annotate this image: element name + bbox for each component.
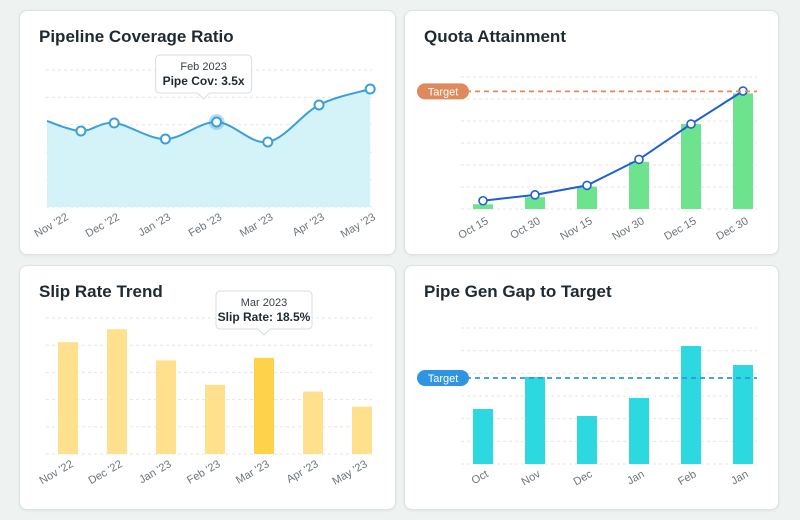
pipe-gen-gap-card: Target Oct Nov Dec Jan Feb Jan Pipe Gen Gap to…: [404, 265, 779, 510]
x-tick-label: Dec 15: [662, 215, 698, 243]
bar: [681, 346, 701, 464]
x-tick-label: Nov '22: [37, 458, 75, 487]
x-tick-label: May '23: [339, 211, 378, 240]
x-tick-label: May '23: [330, 458, 369, 487]
series-line: [482, 90, 744, 202]
pipe-gen-gap-chart: Target Oct Nov Dec Jan Feb Jan: [417, 327, 757, 488]
bar: [525, 377, 545, 464]
x-tick-label: Jan: [625, 468, 646, 487]
x-tick-label: Apr '23: [285, 458, 321, 486]
x-tick-label: Mar '23: [234, 458, 271, 487]
bar: [156, 360, 176, 454]
x-tick-label: Oct 30: [508, 215, 542, 242]
chart-title: Pipe Gen Gap to Target: [424, 282, 612, 301]
bar: [473, 204, 493, 209]
data-point: [686, 119, 696, 129]
pipeline-coverage-card: Nov '22 Dec '22 Jan '23 Feb '23 Mar '23 Apr '…: [19, 10, 396, 255]
bar: [681, 124, 701, 209]
bar: [733, 365, 753, 464]
bar: [205, 384, 225, 454]
target-badge: [417, 83, 469, 100]
bar: [577, 186, 597, 209]
chart-title: Slip Rate Trend: [39, 282, 163, 301]
data-point: [262, 136, 274, 148]
x-tick-label: Feb '23: [187, 211, 224, 240]
tooltip-value: Pipe Cov: 3.5x: [163, 74, 245, 88]
x-tick-label: Feb '23: [185, 458, 222, 487]
x-tick-label: Dec '22: [86, 458, 124, 487]
target-badge: [417, 370, 469, 386]
chart-title: Quota Attainment: [424, 27, 566, 46]
pipeline-coverage-chart: Nov '22 Dec '22 Jan '23 Feb '23 Mar '23 Apr '…: [32, 54, 378, 241]
tooltip-value: Slip Rate: 18.5%: [218, 310, 311, 324]
data-point: [582, 180, 592, 191]
bar: [254, 357, 274, 454]
x-tick-label: Oct: [470, 468, 491, 487]
data-point: [313, 99, 325, 111]
x-tick-label: Nov '22: [32, 211, 70, 240]
data-point: [364, 83, 376, 95]
x-tick-label: Dec: [572, 468, 595, 488]
data-point: [108, 117, 120, 129]
bar: [629, 161, 649, 209]
quota-attainment-chart: Target Oct 15 Oct 30 Nov 15 Nov 30 Dec 15 Dec …: [417, 76, 757, 243]
x-tick-label: Jan '23: [136, 211, 172, 239]
bar: [107, 329, 127, 454]
x-tick-label: Nov: [520, 468, 543, 488]
bar: [629, 398, 649, 464]
data-point: [478, 195, 488, 206]
bar: [525, 197, 545, 209]
x-tick-label: Jan '23: [137, 458, 173, 486]
x-tick-label: Jan: [729, 468, 750, 487]
x-tick-label: Nov 15: [558, 215, 594, 243]
bar: [733, 93, 753, 209]
data-point: [159, 133, 171, 145]
target-label: Target: [428, 86, 459, 98]
slip-rate-chart: Nov '22 Dec '22 Jan '23 Feb '23 Mar '23 Apr '…: [37, 290, 372, 488]
data-point: [211, 116, 223, 128]
data-point: [634, 154, 644, 165]
x-tick-label: Apr '23: [291, 211, 327, 239]
x-tick-label: Oct 15: [456, 215, 490, 242]
bar: [473, 409, 493, 464]
x-tick-label: Nov 30: [610, 215, 646, 243]
chart-title: Pipeline Coverage Ratio: [39, 27, 234, 46]
x-tick-label: Dec '22: [84, 211, 122, 240]
x-tick-label: Feb: [676, 468, 698, 488]
area-fill: [47, 89, 371, 207]
bar: [58, 342, 78, 454]
data-point: [530, 190, 540, 200]
target-label: Target: [428, 373, 459, 385]
bar: [303, 391, 323, 454]
quota-attainment-card: Target Oct 15 Oct 30 Nov 15 Nov 30 Dec 15 Dec …: [404, 10, 779, 255]
bar: [577, 416, 597, 464]
tooltip-title: Feb 2023: [180, 61, 226, 73]
x-tick-label: Dec 30: [714, 215, 750, 243]
data-point: [75, 125, 87, 137]
tooltip-title: Mar 2023: [241, 297, 287, 309]
x-tick-label: Mar '23: [238, 211, 275, 240]
slip-rate-card: Nov '22 Dec '22 Jan '23 Feb '23 Mar '23 Apr '…: [19, 265, 396, 510]
bar: [352, 406, 372, 454]
